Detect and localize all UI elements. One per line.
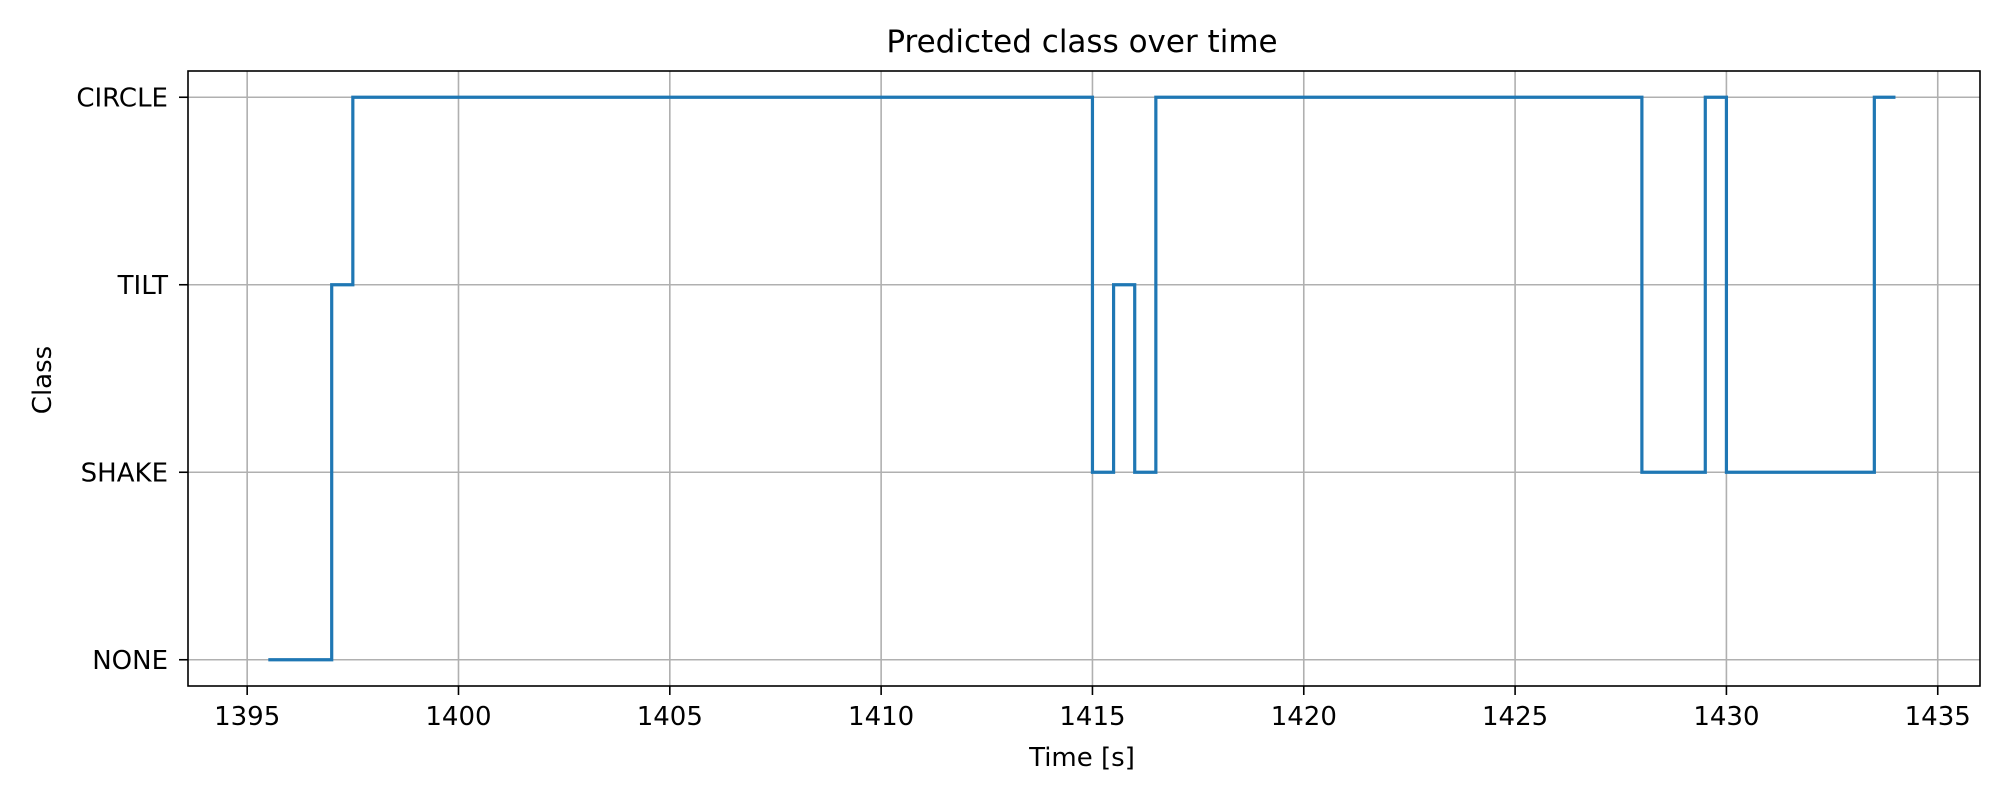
series-step-line bbox=[268, 95, 1896, 662]
x-tick-label: 1395 bbox=[214, 702, 280, 732]
x-tick-label: 1420 bbox=[1271, 702, 1337, 732]
plot-frame bbox=[187, 70, 1981, 687]
x-tick-label: 1410 bbox=[848, 702, 914, 732]
x-axis-ticks: 1395 1400 1405 1410 1415 1420 1425 1430 1435 bbox=[214, 686, 1971, 732]
y-axis-ticks: NONE SHAKE TILT CIRCLE bbox=[76, 83, 188, 676]
y-tick-label: CIRCLE bbox=[76, 83, 168, 113]
y-tick-label: SHAKE bbox=[81, 458, 168, 488]
x-tick-label: 1415 bbox=[1059, 702, 1125, 732]
x-tick-label: 1400 bbox=[425, 702, 491, 732]
x-tick-label: 1430 bbox=[1693, 702, 1759, 732]
x-tick-label: 1435 bbox=[1905, 702, 1971, 732]
series-layer bbox=[268, 95, 1896, 662]
x-axis-label: Time [s] bbox=[1028, 743, 1135, 773]
x-tick-label: 1425 bbox=[1482, 702, 1548, 732]
y-axis-label: Class bbox=[28, 346, 58, 414]
y-tick-label: NONE bbox=[92, 646, 168, 676]
chart-title: Predicted class over time bbox=[886, 24, 1277, 60]
y-tick-label: TILT bbox=[117, 271, 168, 301]
grid-lines bbox=[188, 71, 1980, 686]
x-tick-label: 1405 bbox=[637, 702, 703, 732]
